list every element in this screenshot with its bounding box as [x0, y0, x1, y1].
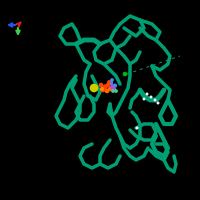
Circle shape: [111, 79, 113, 81]
Circle shape: [157, 102, 159, 104]
Circle shape: [115, 90, 117, 92]
Circle shape: [101, 88, 105, 92]
Circle shape: [111, 86, 113, 88]
Circle shape: [99, 83, 103, 87]
Circle shape: [113, 88, 115, 90]
Circle shape: [143, 98, 145, 100]
Circle shape: [103, 85, 107, 89]
Circle shape: [108, 87, 112, 91]
Circle shape: [146, 93, 148, 95]
Circle shape: [101, 88, 103, 90]
Circle shape: [150, 96, 152, 98]
Circle shape: [112, 90, 114, 92]
Circle shape: [105, 89, 109, 93]
Circle shape: [108, 81, 110, 83]
Circle shape: [90, 84, 98, 92]
Circle shape: [136, 127, 138, 129]
Circle shape: [123, 72, 127, 76]
Circle shape: [110, 82, 112, 84]
Circle shape: [154, 99, 156, 101]
Circle shape: [114, 84, 116, 87]
Circle shape: [106, 83, 110, 87]
